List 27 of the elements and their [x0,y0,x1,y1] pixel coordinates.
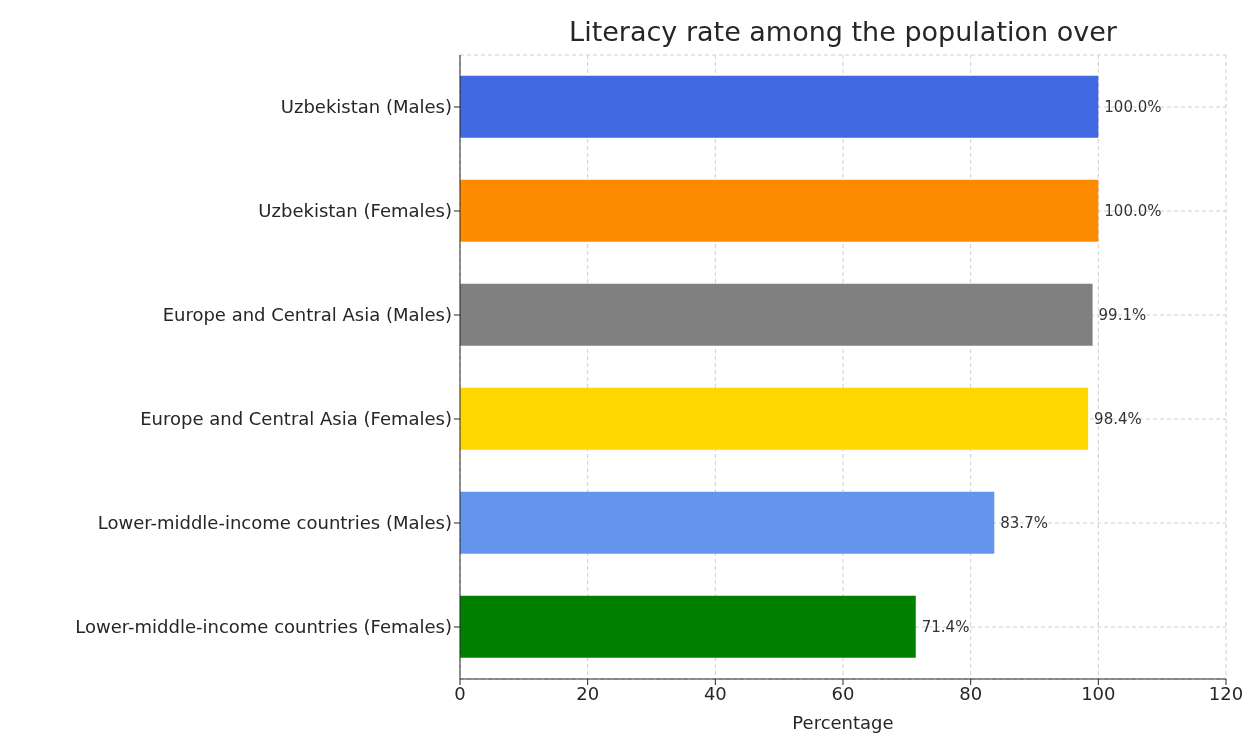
x-axis-title: Percentage [792,712,894,733]
y-tick-label: Europe and Central Asia (Females) [140,408,452,430]
x-tick-label: 120 [1208,682,1244,704]
x-tick-label: 60 [831,682,855,704]
y-tick-label: Lower-middle-income countries (Females) [75,616,452,638]
data-label: 83.7% [1000,513,1048,532]
data-label: 100.0% [1104,201,1162,220]
bar [460,387,1089,450]
x-tick-label: 100 [1081,682,1116,704]
data-label: 98.4% [1094,409,1142,428]
y-tick-label: Europe and Central Asia (Males) [162,304,452,326]
data-label: 99.1% [1098,305,1147,324]
y-tick-label: Uzbekistan (Males) [280,96,452,118]
bar [460,595,916,658]
y-tick-label: Lower-middle-income countries (Males) [97,512,452,534]
x-tick-label: 20 [576,682,600,704]
x-tick-label: 0 [454,682,466,704]
bar [460,179,1099,242]
y-tick-label: Uzbekistan (Females) [258,200,452,222]
bar [460,283,1093,346]
x-tick-label: 40 [703,682,727,704]
bar [460,491,995,554]
data-label: 100.0% [1104,97,1162,116]
data-label: 71.4% [921,617,970,636]
x-tick-label: 80 [959,682,983,704]
bar [460,75,1099,138]
chart-title: Literacy rate among the population over [568,16,1118,47]
